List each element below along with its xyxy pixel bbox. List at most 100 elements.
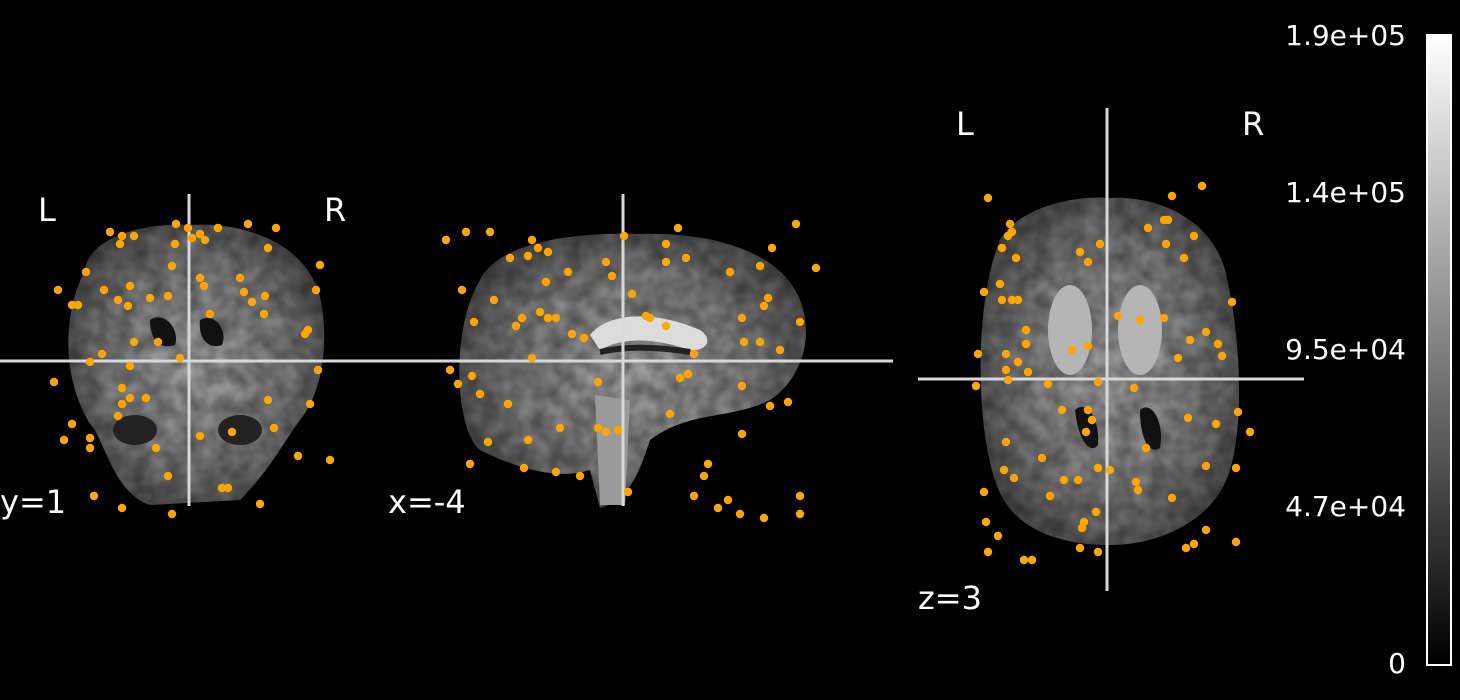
marker-point bbox=[227, 427, 237, 437]
marker-point bbox=[85, 433, 95, 443]
marker-point bbox=[1013, 357, 1023, 367]
colorbar-tick: 9.5e+04 bbox=[1285, 333, 1406, 366]
marker-point bbox=[167, 261, 177, 271]
marker-point bbox=[81, 267, 91, 277]
marker-point bbox=[1045, 491, 1055, 501]
marker-point bbox=[199, 281, 209, 291]
marker-point bbox=[511, 321, 521, 331]
marker-point bbox=[979, 487, 989, 497]
marker-point bbox=[175, 353, 185, 363]
marker-point bbox=[567, 329, 577, 339]
marker-point bbox=[129, 231, 139, 241]
marker-point bbox=[1163, 215, 1173, 225]
marker-point bbox=[579, 333, 589, 343]
marker-point bbox=[1059, 475, 1069, 485]
marker-point bbox=[1201, 327, 1211, 337]
marker-point bbox=[115, 239, 125, 249]
marker-point bbox=[723, 495, 733, 505]
marker-point bbox=[183, 223, 193, 233]
marker-point bbox=[53, 285, 63, 295]
marker-point bbox=[461, 227, 471, 237]
marker-point bbox=[467, 371, 477, 381]
marker-point bbox=[187, 233, 197, 243]
marker-point bbox=[1067, 345, 1077, 355]
marker-point bbox=[627, 289, 637, 299]
marker-point bbox=[315, 260, 325, 270]
marker-point bbox=[1005, 219, 1015, 229]
marker-point bbox=[735, 509, 745, 519]
marker-point bbox=[645, 313, 655, 323]
marker-point bbox=[1105, 465, 1115, 475]
marker-point bbox=[1245, 427, 1255, 437]
marker-point bbox=[523, 435, 533, 445]
marker-point bbox=[993, 531, 1003, 541]
marker-point bbox=[1167, 191, 1177, 201]
marker-point bbox=[519, 463, 529, 473]
marker-point bbox=[453, 379, 463, 389]
marker-point bbox=[725, 267, 735, 277]
marker-point bbox=[543, 247, 553, 257]
marker-point bbox=[325, 455, 335, 465]
marker-point bbox=[1161, 239, 1171, 249]
marker-point bbox=[983, 547, 993, 557]
marker-point bbox=[113, 295, 123, 305]
colorbar bbox=[1426, 34, 1452, 666]
marker-point bbox=[125, 393, 135, 403]
marker-point bbox=[1179, 253, 1189, 263]
marker-point bbox=[607, 271, 617, 281]
marker-point bbox=[699, 471, 709, 481]
marker-point bbox=[1093, 463, 1103, 473]
marker-point bbox=[713, 503, 723, 513]
marker-point bbox=[593, 377, 603, 387]
marker-point bbox=[755, 337, 765, 347]
marker-point bbox=[1001, 349, 1011, 359]
marker-point bbox=[767, 243, 777, 253]
marker-point bbox=[1143, 223, 1153, 233]
marker-point bbox=[1011, 253, 1021, 263]
marker-point bbox=[59, 435, 69, 445]
marker-point bbox=[1135, 315, 1145, 325]
marker-point bbox=[661, 239, 671, 249]
marker-point bbox=[1167, 493, 1177, 503]
marker-point bbox=[1093, 377, 1103, 387]
marker-point bbox=[1021, 339, 1031, 349]
marker-point bbox=[1201, 461, 1211, 471]
marker-point bbox=[255, 499, 265, 509]
marker-point bbox=[1093, 547, 1103, 557]
marker-point bbox=[1185, 335, 1195, 345]
marker-point bbox=[195, 431, 205, 441]
marker-point bbox=[195, 229, 205, 239]
marker-point bbox=[483, 437, 493, 447]
marker-point bbox=[1095, 239, 1105, 249]
marker-point bbox=[783, 397, 793, 407]
marker-point bbox=[1231, 537, 1241, 547]
marker-point bbox=[995, 279, 1005, 289]
marker-point bbox=[89, 491, 99, 501]
marker-point bbox=[1021, 325, 1031, 335]
marker-point bbox=[49, 377, 59, 387]
marker-point bbox=[141, 393, 151, 403]
marker-point bbox=[247, 297, 257, 307]
marker-point bbox=[260, 291, 270, 301]
marker-point bbox=[971, 381, 981, 391]
marker-point bbox=[1007, 295, 1017, 305]
marker-point bbox=[441, 235, 451, 245]
marker-point bbox=[997, 295, 1007, 305]
marker-point bbox=[601, 427, 611, 437]
marker-point bbox=[145, 293, 155, 303]
marker-point bbox=[457, 285, 467, 295]
marker-point bbox=[475, 389, 485, 399]
marker-point bbox=[763, 293, 773, 303]
marker-point bbox=[73, 300, 83, 310]
marker-point bbox=[755, 261, 765, 271]
marker-point bbox=[163, 291, 173, 301]
marker-point bbox=[485, 227, 495, 237]
axial-coord-label: z=3 bbox=[918, 579, 982, 617]
marker-point bbox=[200, 235, 210, 245]
marker-point bbox=[213, 223, 223, 233]
marker-point bbox=[673, 223, 683, 233]
marker-point bbox=[239, 287, 249, 297]
marker-point bbox=[1019, 555, 1029, 565]
axial-right-label: R bbox=[1242, 105, 1265, 143]
marker-point bbox=[1075, 247, 1085, 257]
